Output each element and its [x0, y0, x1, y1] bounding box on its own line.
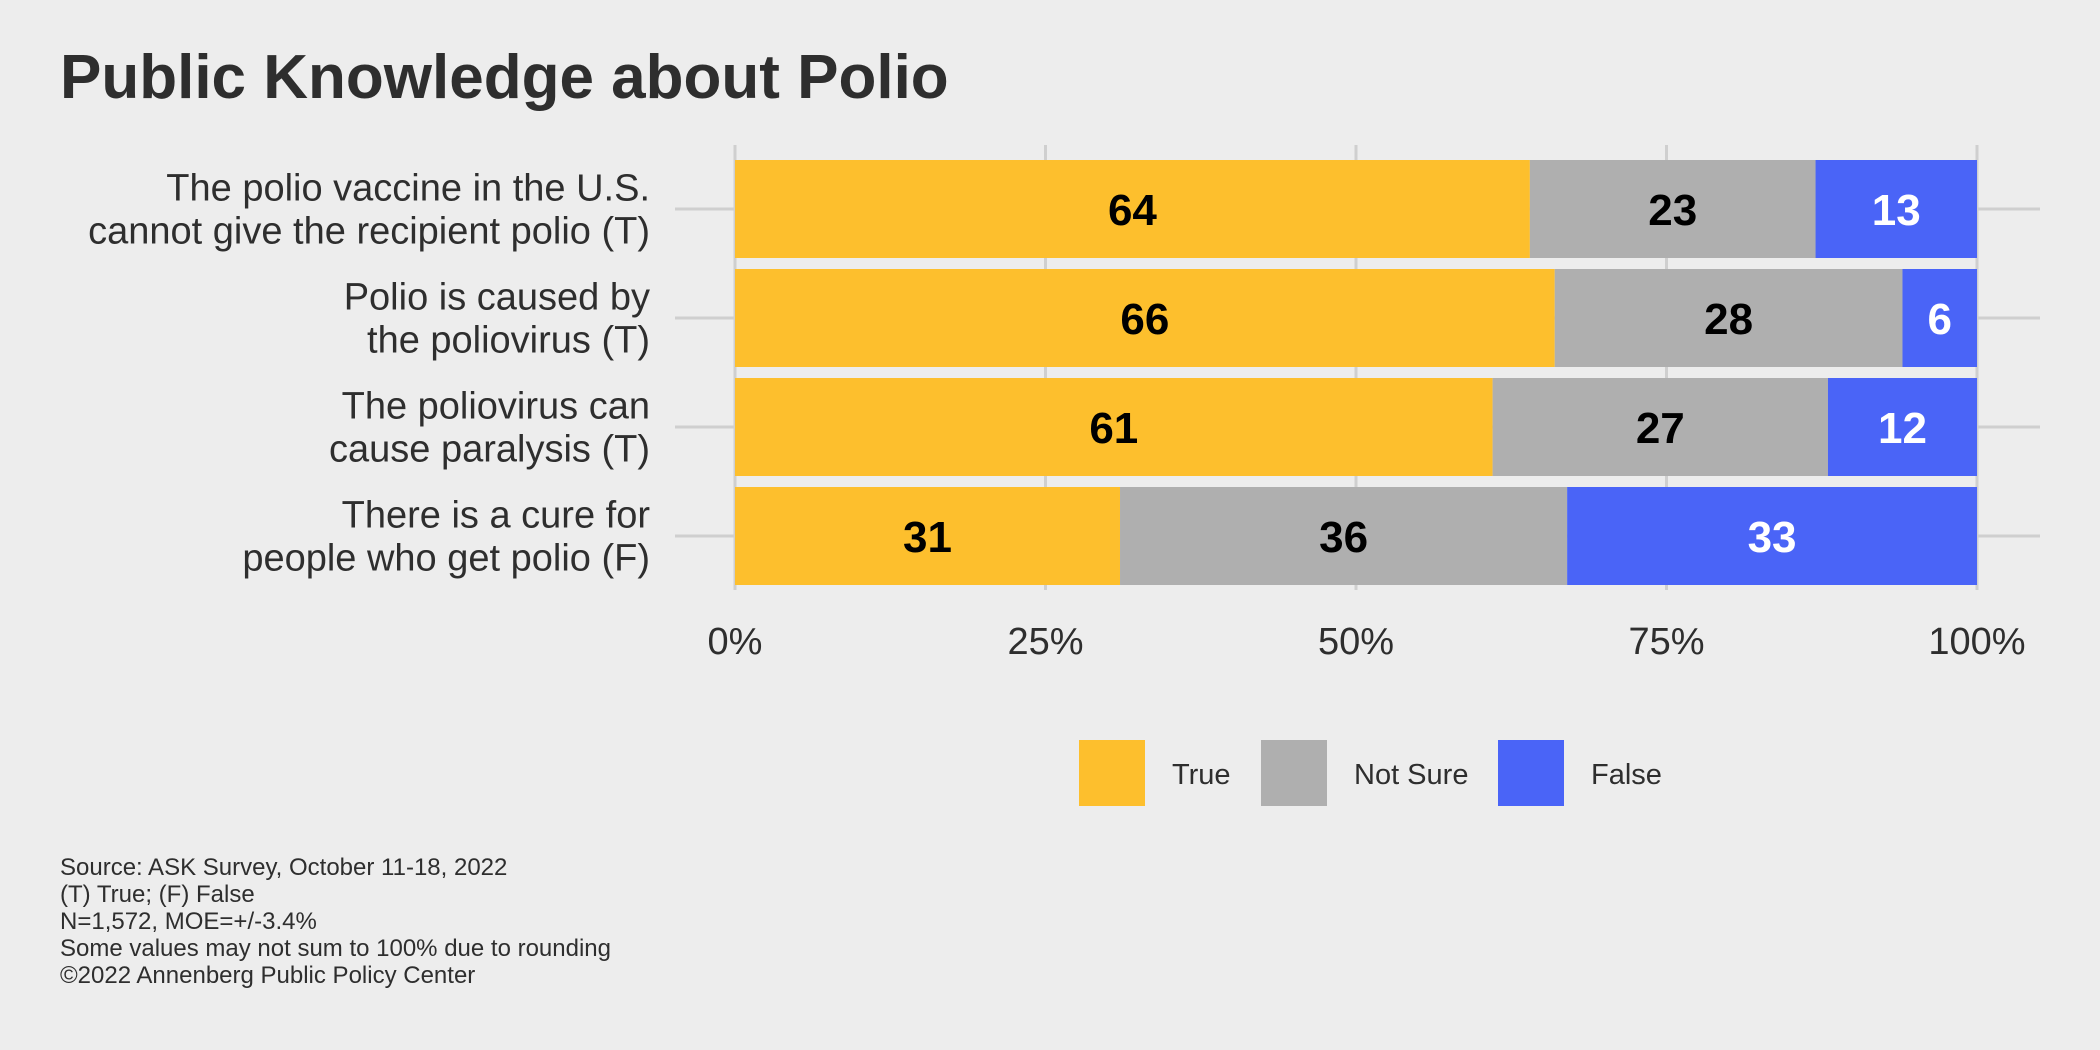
x-tick-label: 75% [1628, 621, 1704, 663]
data-label: 66 [1120, 295, 1169, 344]
data-label: 28 [1704, 295, 1753, 344]
bar-segment [1120, 487, 1568, 585]
data-label: 33 [1748, 513, 1797, 562]
legend-item: False [1498, 740, 1662, 806]
category-label-line: There is a cure for [342, 495, 651, 537]
bar-segment [1492, 378, 1828, 476]
bar-segment [735, 378, 1493, 476]
footnote-copyright: ©2022 Annenberg Public Policy Center [60, 962, 476, 989]
legend-swatch [1079, 740, 1145, 806]
category-label: There is a cure for people who get polio … [242, 495, 650, 580]
category-label: Polio is caused by the poliovirus (T) [344, 277, 650, 362]
footnote-source: Source: ASK Survey, October 11-18, 2022 [60, 854, 508, 881]
bar-segment [1902, 269, 1977, 367]
bar-segment [1827, 378, 1977, 476]
data-label: 6 [1927, 295, 1951, 344]
data-label: 61 [1089, 404, 1138, 453]
legend-label: False [1591, 759, 1662, 791]
bar-segment [1529, 160, 1816, 258]
legend-label: Not Sure [1354, 759, 1468, 791]
x-tick-label: 50% [1318, 621, 1394, 663]
chart-footnotes: Source: ASK Survey, October 11-18, 2022 … [60, 854, 611, 989]
category-label-line: Polio is caused by [344, 277, 650, 319]
data-label: 64 [1108, 186, 1157, 235]
legend-item: Not Sure [1261, 740, 1468, 806]
footnote-sample: N=1,572, MOE=+/-3.4% [60, 908, 317, 935]
category-label: The poliovirus can cause paralysis (T) [329, 386, 650, 471]
category-label: The polio vaccine in the U.S. cannot give… [88, 168, 650, 253]
data-label: 31 [903, 513, 952, 562]
category-label-line: cannot give the recipient polio (T) [88, 211, 650, 253]
footnote-rounding: Some values may not sum to 100% due to r… [60, 935, 611, 962]
data-label: 12 [1878, 404, 1927, 453]
data-label: 23 [1648, 186, 1697, 235]
bar-segment [1815, 160, 1977, 258]
x-tick-label: 100% [1928, 621, 2025, 663]
category-label-line: people who get polio (F) [242, 538, 650, 580]
data-label: 13 [1872, 186, 1921, 235]
bar-segment [1554, 269, 1903, 367]
footnote-legend-key: (T) True; (F) False [60, 881, 255, 908]
legend-item: True [1079, 740, 1231, 806]
legend-label: True [1172, 759, 1231, 791]
category-label-line: the poliovirus (T) [367, 320, 650, 362]
x-tick-label: 0% [708, 621, 763, 663]
bar-segment [735, 160, 1530, 258]
legend-swatch [1261, 740, 1327, 806]
data-label: 36 [1319, 513, 1368, 562]
category-label-line: The poliovirus can [342, 386, 650, 428]
chart-title: Public Knowledge about Polio [60, 43, 949, 112]
category-label-line: The polio vaccine in the U.S. [166, 168, 650, 210]
legend-swatch [1498, 740, 1564, 806]
bar-segment [1567, 487, 1977, 585]
x-tick-label: 25% [1007, 621, 1083, 663]
data-label: 27 [1636, 404, 1685, 453]
bar-segment [735, 269, 1555, 367]
category-label-line: cause paralysis (T) [329, 429, 650, 471]
bar-segment [735, 487, 1121, 585]
